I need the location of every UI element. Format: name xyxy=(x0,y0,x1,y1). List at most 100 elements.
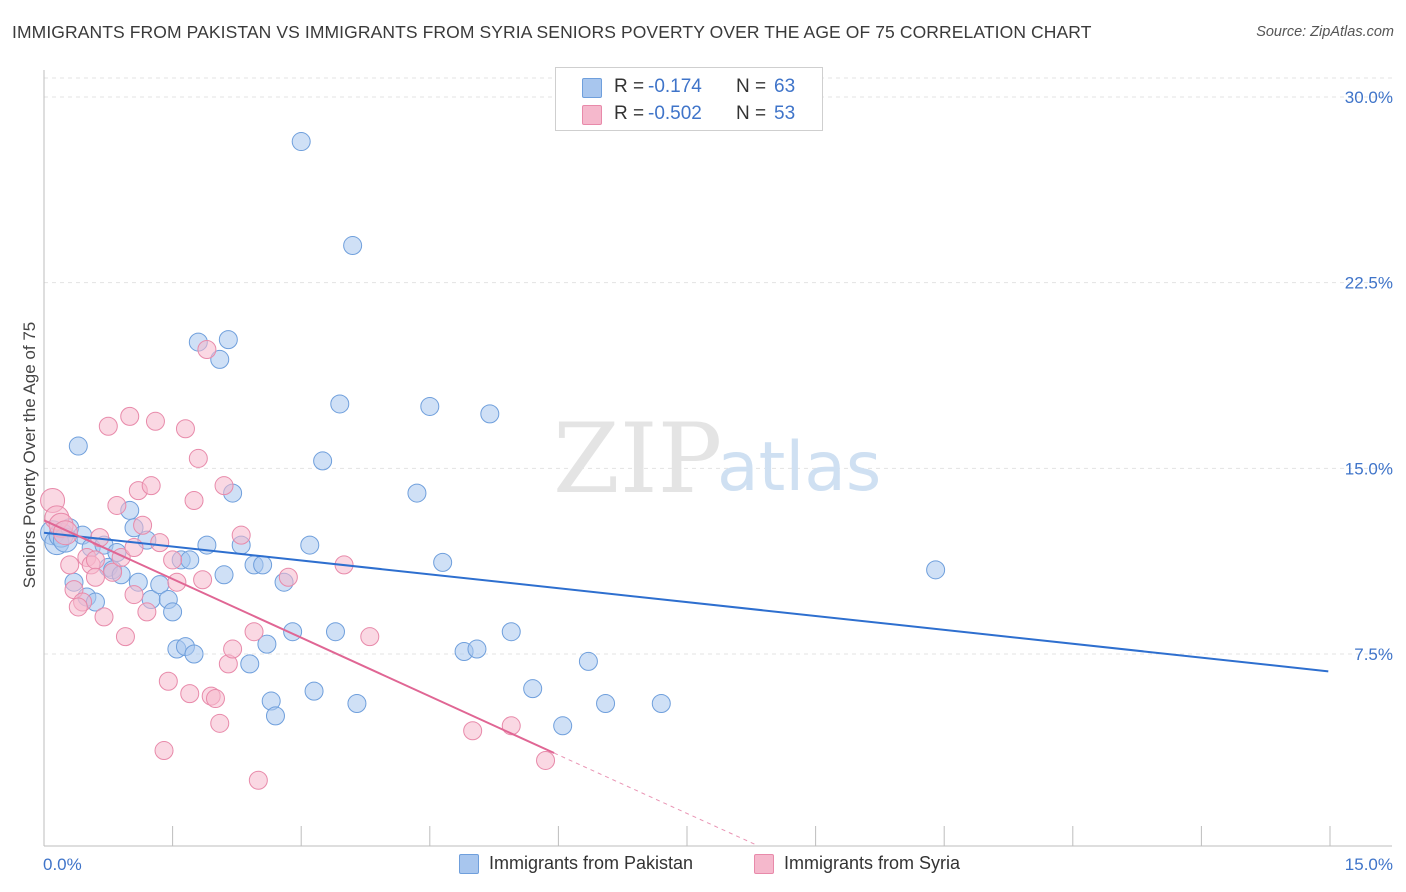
axes xyxy=(43,70,1392,847)
legend-n-value: 53 xyxy=(774,103,796,124)
trend-line-1 xyxy=(43,519,555,754)
data-point xyxy=(154,741,174,761)
data-point xyxy=(115,627,135,647)
data-point xyxy=(180,684,200,704)
data-point xyxy=(103,562,123,582)
data-point xyxy=(188,448,208,468)
data-point xyxy=(180,550,200,570)
y-tick-label: 22.5% xyxy=(1345,274,1393,293)
data-point xyxy=(347,694,367,714)
data-point xyxy=(651,694,671,714)
data-point xyxy=(231,525,251,545)
legend-r-value: -0.502 xyxy=(648,103,702,124)
trend-line-0 xyxy=(43,531,1329,673)
data-point xyxy=(578,651,598,671)
watermark-zip: ZIP xyxy=(553,403,722,515)
data-point xyxy=(420,396,440,416)
data-point xyxy=(145,411,165,431)
chart-title: IMMIGRANTS FROM PAKISTAN VS IMMIGRANTS F… xyxy=(12,22,1092,42)
data-point xyxy=(184,644,204,664)
data-point xyxy=(137,602,157,622)
data-point xyxy=(304,681,324,701)
y-tick-label: 15.0% xyxy=(1345,459,1393,478)
data-point xyxy=(175,419,195,439)
data-point xyxy=(257,634,277,654)
x-tick-label-min: 0.0% xyxy=(43,855,82,874)
y-tick-label: 7.5% xyxy=(1354,645,1393,664)
data-point xyxy=(223,639,243,659)
data-point xyxy=(85,567,105,587)
data-point xyxy=(467,639,487,659)
data-point xyxy=(433,552,453,572)
series-label-pakistan: Immigrants from Pakistan xyxy=(489,853,694,873)
data-point xyxy=(330,394,350,414)
data-point xyxy=(214,565,234,585)
data-point xyxy=(85,550,105,570)
correlation-legend: R = -0.174 N = 63 R = -0.502 N = 53 xyxy=(555,67,823,131)
data-point xyxy=(133,515,153,535)
data-point xyxy=(197,340,217,360)
y-tick-label: 30.0% xyxy=(1345,88,1393,107)
data-point xyxy=(265,706,285,726)
data-point xyxy=(244,622,264,642)
trend-line-extension-1 xyxy=(553,752,756,846)
data-point xyxy=(124,585,144,605)
legend-swatch-pakistan xyxy=(582,78,602,98)
trend-lines xyxy=(43,519,1329,846)
data-point xyxy=(501,716,521,736)
legend-swatch-syria xyxy=(582,105,602,125)
data-point xyxy=(343,236,363,256)
data-point xyxy=(163,550,183,570)
data-point xyxy=(523,679,543,699)
data-point xyxy=(360,627,380,647)
data-point xyxy=(210,349,230,369)
data-point xyxy=(60,555,80,575)
data-point xyxy=(248,770,268,790)
data-point xyxy=(240,654,260,674)
legend-n-label: N = xyxy=(736,76,767,97)
watermark: ZIP atlas xyxy=(553,403,881,515)
legend-r-label: R = xyxy=(614,76,645,97)
data-point xyxy=(291,132,311,152)
data-point xyxy=(52,520,78,546)
y-axis-label: Seniors Poverty Over the Age of 75 xyxy=(20,322,39,588)
data-point xyxy=(205,689,225,709)
data-point xyxy=(214,476,234,496)
data-point xyxy=(193,570,213,590)
legend-n-value: 63 xyxy=(774,76,796,97)
data-point xyxy=(98,416,118,436)
data-point xyxy=(158,671,178,691)
data-point xyxy=(596,694,616,714)
data-point xyxy=(167,572,187,592)
data-point xyxy=(313,451,333,471)
data-point xyxy=(278,567,298,587)
legend-r-label: R = xyxy=(614,103,645,124)
data-point xyxy=(120,406,140,426)
data-point xyxy=(501,622,521,642)
data-point xyxy=(94,607,114,627)
data-point xyxy=(68,597,88,617)
legend-n-label: N = xyxy=(736,103,767,124)
data-point xyxy=(480,404,500,424)
watermark-atlas: atlas xyxy=(717,428,881,507)
data-point xyxy=(150,533,170,553)
data-point xyxy=(141,476,161,496)
source-credit: Source: ZipAtlas.com xyxy=(1256,24,1394,40)
series-label-syria: Immigrants from Syria xyxy=(784,853,961,873)
data-point xyxy=(926,560,946,580)
legend-r-value: -0.174 xyxy=(648,76,702,97)
x-tick-label-max: 15.0% xyxy=(1345,855,1393,874)
data-point xyxy=(218,330,238,350)
data-point xyxy=(184,491,204,511)
data-point xyxy=(253,555,273,575)
series-swatch-syria xyxy=(754,854,774,874)
data-point xyxy=(463,721,483,741)
data-point xyxy=(553,716,573,736)
data-point xyxy=(536,750,556,770)
data-point xyxy=(325,622,345,642)
data-point xyxy=(300,535,320,555)
series-points-1 xyxy=(40,340,556,790)
data-point xyxy=(407,483,427,503)
tick-labels: 7.5% 15.0% 22.5% 30.0% 0.0% 15.0% xyxy=(43,88,1393,874)
